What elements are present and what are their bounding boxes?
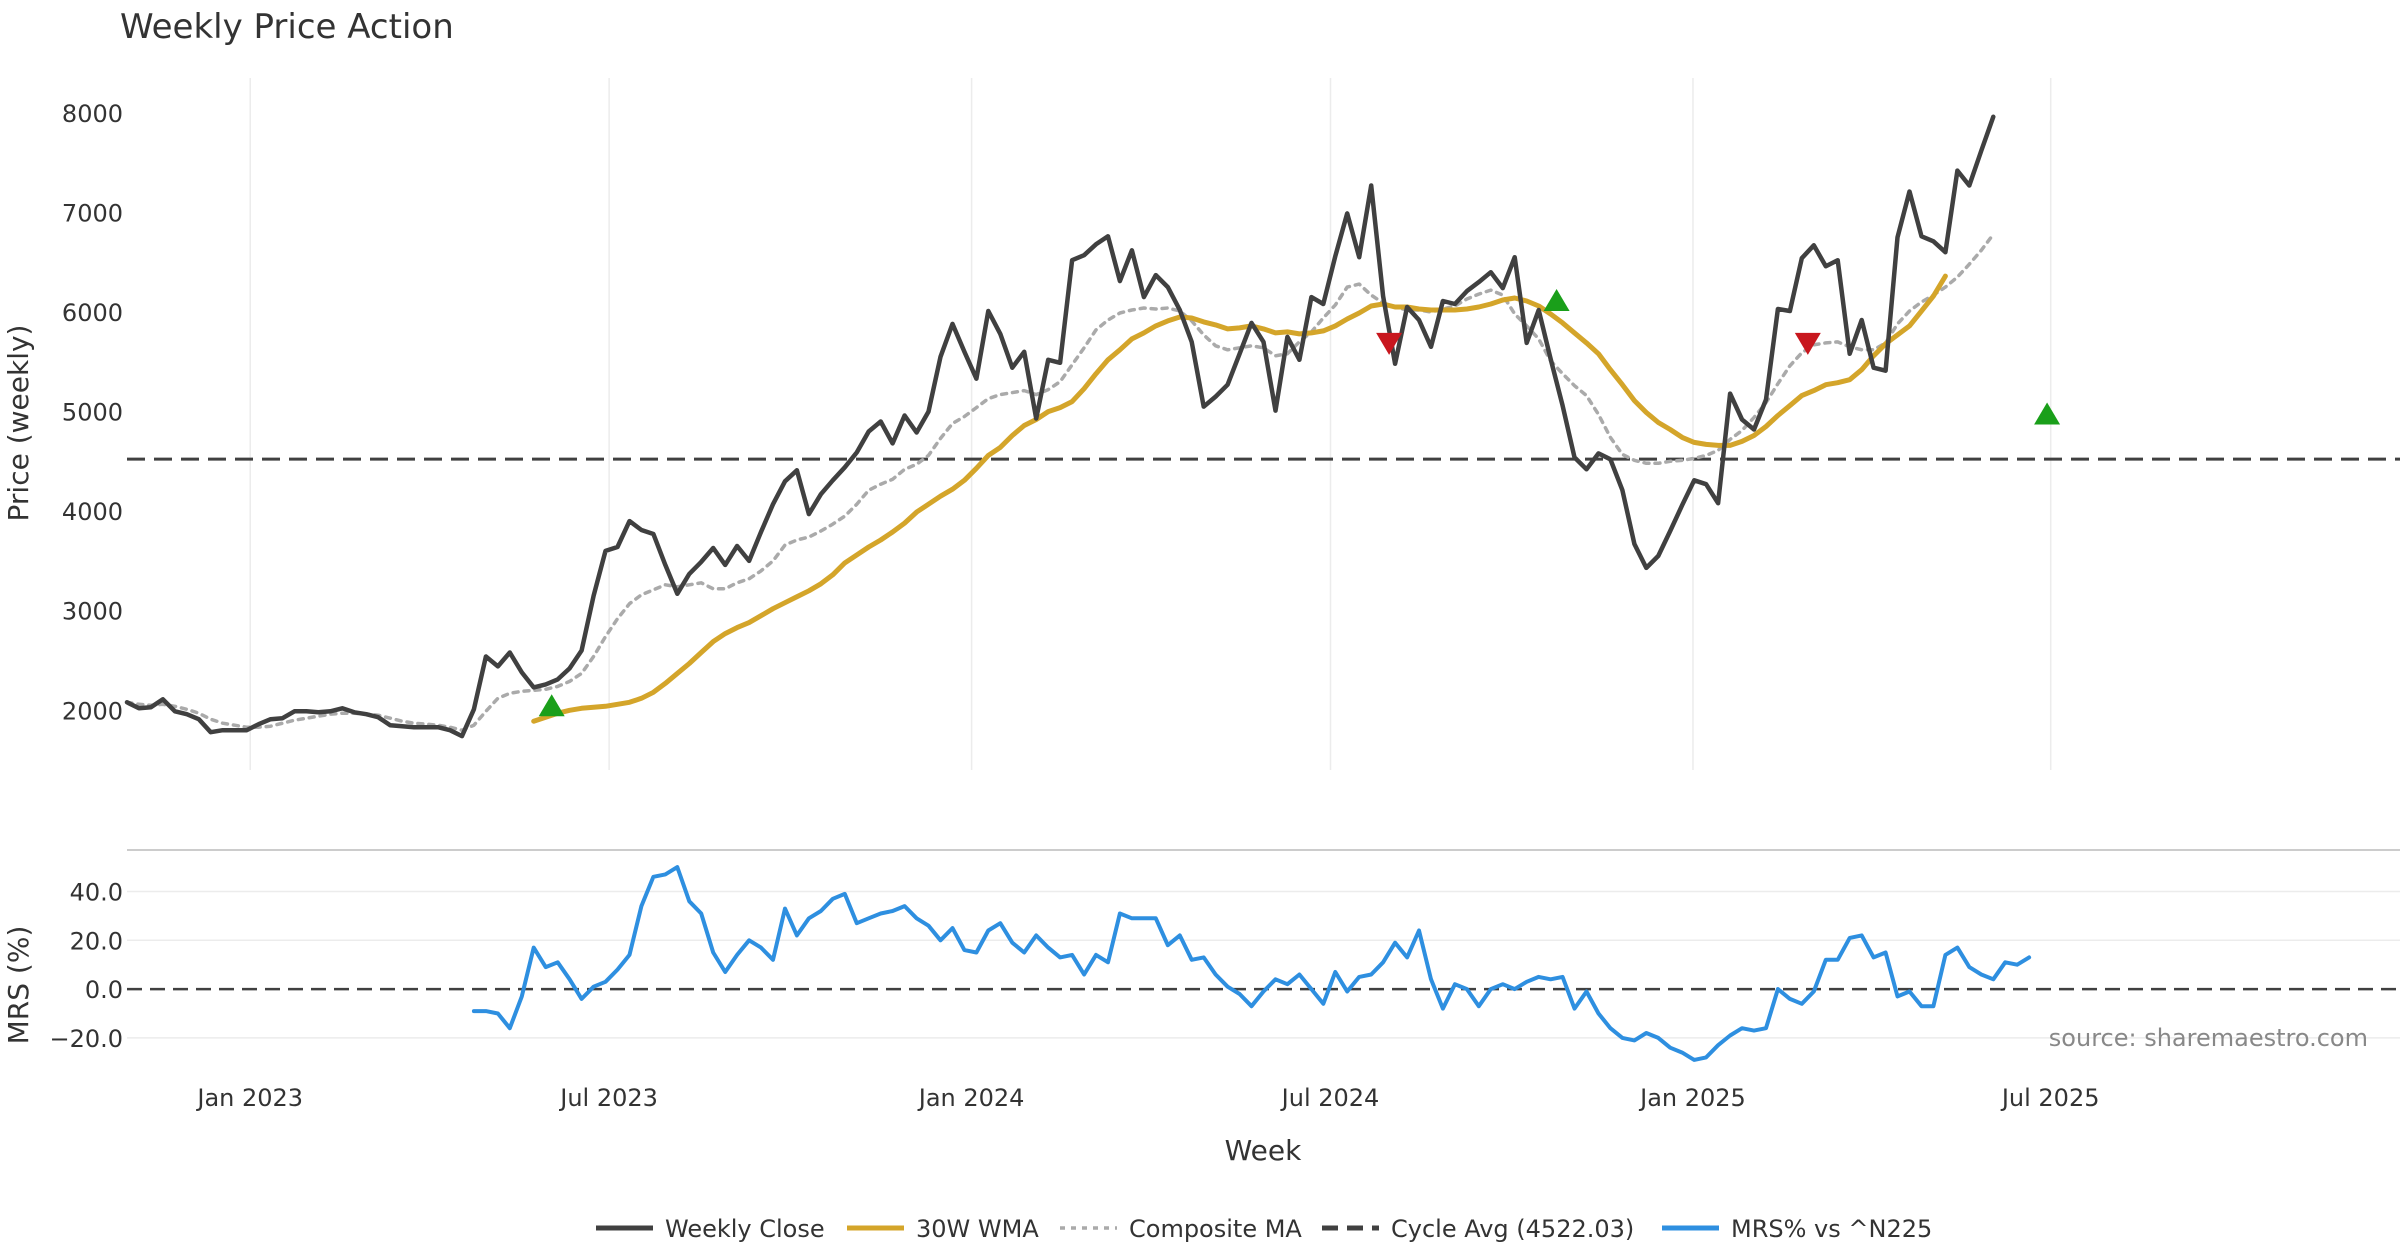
mrs-y-axis-label: MRS (%) (2, 926, 35, 1045)
buy-signal-marker (1543, 289, 1570, 312)
x-tick-label: Jul 2025 (2000, 1084, 2100, 1112)
x-tick-label: Jan 2023 (195, 1084, 303, 1112)
mrs-y-tick-label: −20.0 (49, 1025, 123, 1053)
sell-signal-marker (1794, 332, 1821, 355)
x-tick-label: Jan 2025 (1638, 1084, 1746, 1112)
signal-markers (538, 289, 2061, 717)
x-axis-label: Week (1225, 1134, 1302, 1167)
mrs-y-tick-label: 40.0 (70, 878, 123, 906)
buy-signal-marker (2034, 402, 2061, 425)
legend-label: Composite MA (1129, 1215, 1302, 1243)
price-y-tick-label: 2000 (62, 697, 123, 725)
30w-wma-series-line (531, 273, 1948, 724)
x-tick-label: Jul 2024 (1280, 1084, 1380, 1112)
price-y-tick-label: 7000 (62, 199, 123, 227)
legend: Weekly Close 30W WMA Composite MA Cycle Avg… (596, 1215, 1932, 1243)
source-note: source: sharemaestro.com (2049, 1024, 2368, 1052)
sell-signal-marker (1376, 332, 1403, 355)
buy-signal-marker (538, 694, 565, 717)
chart-title: Weekly Price Action (120, 7, 454, 47)
series-lines (124, 114, 2400, 1062)
price-y-tick-label: 4000 (62, 498, 123, 526)
legend-label: 30W WMA (916, 1215, 1039, 1243)
price-y-tick-label: 5000 (62, 399, 123, 427)
x-tick-label: Jan 2024 (917, 1084, 1025, 1112)
x-tick-label: Jul 2023 (558, 1084, 658, 1112)
legend-label: MRS% vs ^N225 (1731, 1215, 1932, 1243)
axes: Jan 2023 Jul 2023 Jan 2024 Jul 2024 Jan 2025… (49, 100, 2400, 1112)
weekly-close-series-line (124, 114, 1996, 739)
price-y-tick-label: 3000 (62, 598, 123, 626)
mrs-y-tick-label: 0.0 (85, 976, 123, 1004)
legend-label: Weekly Close (665, 1215, 825, 1243)
grid (127, 78, 2400, 1039)
price-y-tick-label: 8000 (62, 100, 123, 128)
price-y-tick-label: 6000 (62, 299, 123, 327)
mrs-y-tick-label: 20.0 (70, 927, 123, 955)
price-y-axis-label: Price (weekly) (2, 325, 35, 522)
composite-ma-series-line (125, 232, 1996, 732)
mrs-vs-n225-series-line (471, 865, 2032, 1062)
legend-label: Cycle Avg (4522.03) (1391, 1215, 1634, 1243)
